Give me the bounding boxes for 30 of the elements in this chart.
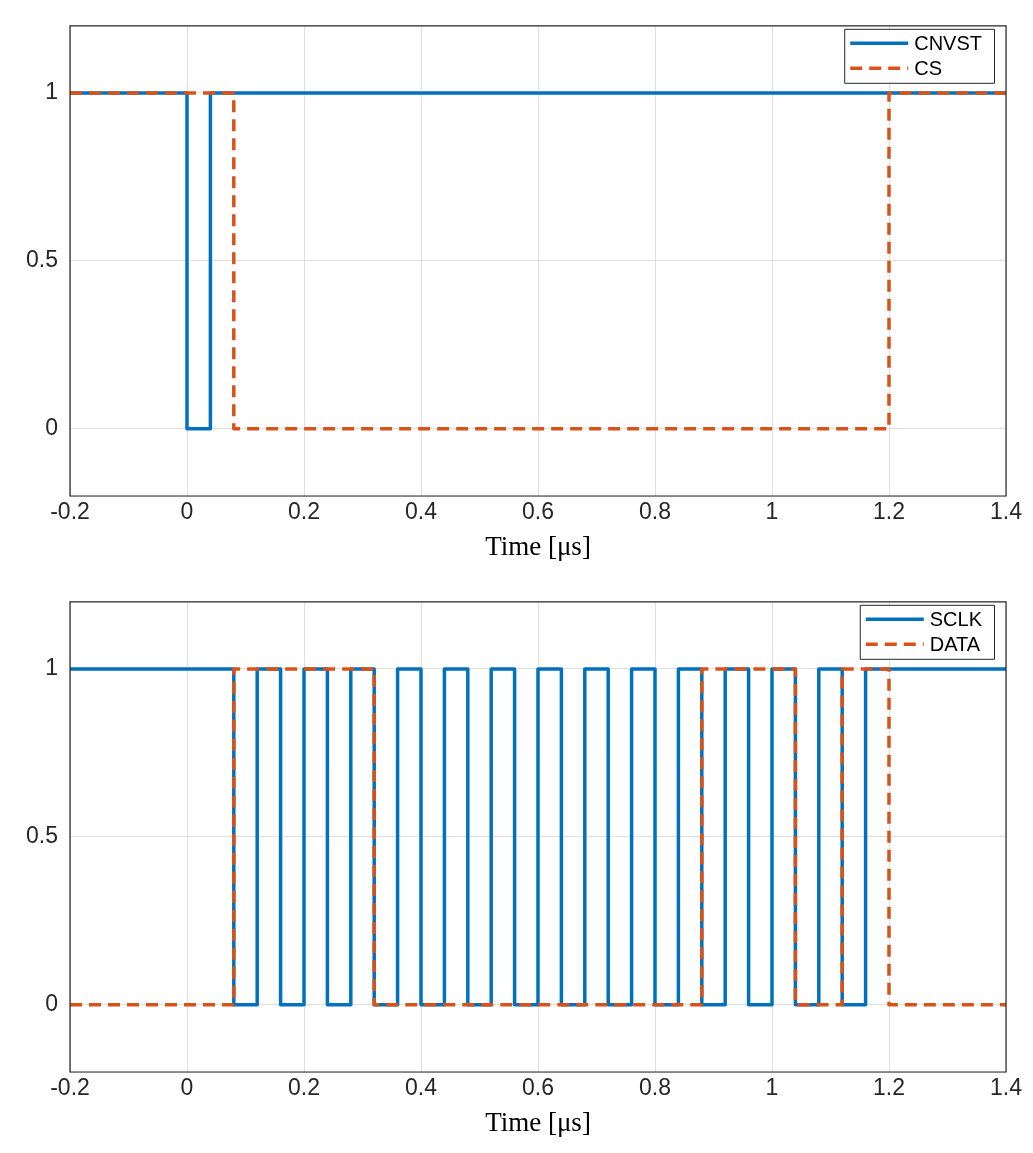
x-tick-label: 0.2 [288,498,320,525]
legend-label: CS [914,56,943,79]
x-tick-label: 0.2 [288,1074,320,1101]
legend-label: SCLK [929,607,983,630]
x-tick-label: 1.2 [873,1074,905,1101]
y-tick-label: 1 [45,654,58,681]
x-tick-label: 0.8 [639,498,671,525]
x-tick-label: -0.2 [50,1074,90,1101]
x-tick-label: 0.4 [405,1074,438,1101]
legend-label: DATA [929,632,981,655]
x-axis-title: Time [μs] [485,1106,591,1137]
y-tick-label: 0 [45,414,58,441]
x-tick-label: 1 [765,498,779,525]
y-tick-label: 0.5 [26,822,58,849]
x-tick-label: 0.8 [639,1074,671,1101]
legend-label: CNVST [914,31,983,54]
x-tick-label: 0.6 [522,1074,554,1101]
y-tick-label: 0.5 [26,246,58,273]
x-tick-label: 0.4 [405,498,438,525]
y-tick-label: 1 [45,78,58,105]
y-tick-label: 0 [45,990,58,1017]
x-tick-label: 1.4 [990,1074,1023,1101]
x-tick-label: 1.4 [990,498,1023,525]
x-tick-label: 1 [765,1074,779,1101]
x-tick-label: 1.2 [873,498,905,525]
x-tick-label: -0.2 [50,498,90,525]
x-tick-label: 0.6 [522,498,554,525]
x-tick-label: 0 [180,498,194,525]
x-tick-label: 0 [180,1074,194,1101]
x-axis-title: Time [μs] [485,530,591,561]
